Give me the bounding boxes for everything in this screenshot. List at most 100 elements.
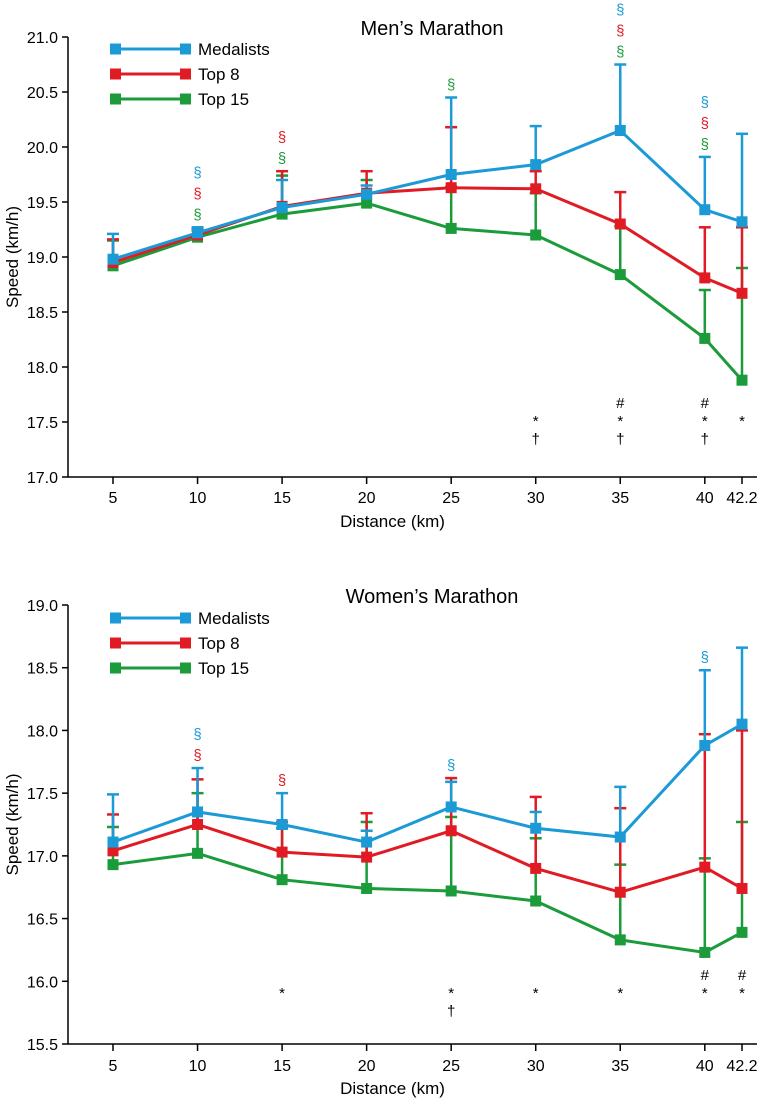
x-tick-label: 42.2 [726,1058,757,1075]
chart-title: Men’s Marathon [360,18,503,40]
chart-title: Women’s Marathon [346,586,519,608]
y-tick-label: 21.0 [27,30,58,47]
data-point [699,946,711,958]
section-mark: § [278,150,286,167]
x-tick-label: 40 [696,490,714,507]
data-point [614,269,626,281]
x-tick-label: 35 [611,490,629,507]
legend-item: Medalists [110,40,270,59]
y-tick-label: 18.5 [27,305,58,322]
section-mark: § [193,164,201,181]
x-axis-title: Distance (km) [340,1079,445,1098]
x-tick-label: 30 [527,490,545,507]
series-top-15 [107,847,748,958]
section-mark: § [701,94,709,111]
series-top-15-errorbars [107,174,748,381]
series-line [112,822,743,894]
y-tick-label: 18.0 [27,723,58,740]
legend-marker [110,662,121,674]
x-tick-label: 10 [189,1058,207,1075]
y-tick-label: 17.0 [27,470,58,487]
legend-label: Top 15 [198,90,249,109]
significance-mark: # [701,395,710,412]
data-point [530,229,542,241]
series-medalists [107,125,748,265]
y-tick-label: 16.0 [27,974,58,991]
data-point [614,218,626,230]
y-tick-label: 15.5 [27,1037,58,1054]
significance-mark: * [448,985,454,1002]
data-point [192,819,204,830]
legend-item: Top 15 [110,659,249,678]
y-tick-label: 20.5 [27,85,58,102]
significance-mark: * [533,985,539,1002]
section-mark: § [447,77,455,94]
data-point [361,851,373,863]
series-top-8-errorbars [107,125,748,294]
section-mark: § [193,726,201,743]
data-point [699,204,711,216]
data-point [276,874,288,886]
data-point [192,847,204,859]
significance-mark-group: #* [738,967,747,1002]
section-mark: § [193,185,201,202]
significance-mark: † [701,431,709,448]
x-tick-label: 35 [611,1058,629,1075]
data-point [361,188,373,200]
x-tick-label: 20 [358,1058,376,1075]
y-axis-title: Speed (km/h) [3,206,22,308]
series-top-8 [107,182,748,299]
significance-mark: † [532,431,540,448]
data-point [736,374,748,386]
series-medalists [107,718,748,848]
x-tick-label: 20 [358,490,376,507]
x-tick-label: 40 [696,1058,714,1075]
legend-label: Top 15 [198,659,249,678]
data-point [699,739,711,751]
x-tick-label: 15 [273,490,291,507]
legend-marker [110,93,121,105]
significance-mark: * [279,985,285,1002]
y-tick-label: 16.5 [27,912,58,929]
series-top-8 [107,819,748,898]
significance-mark-group: * [279,985,285,1002]
data-point [445,169,457,180]
legend-item: Medalists [110,609,270,628]
data-point [736,882,748,894]
data-point [276,208,288,220]
data-point [736,287,748,299]
legend-marker [110,68,121,80]
x-tick-label: 42.2 [726,490,757,507]
y-tick-label: 19.0 [27,598,58,615]
section-mark: § [616,2,624,19]
legend: Medalists Top 8 Top 15 [110,609,270,678]
section-mark: § [701,136,709,153]
legend-label: Medalists [198,609,270,628]
significance-mark-group: #*† [616,395,625,448]
section-mark-group: § § § [701,94,709,153]
section-mark: § [616,23,624,40]
significance-mark-group: * [617,985,623,1002]
data-point [530,822,542,834]
data-point [276,819,288,830]
data-point [276,202,288,213]
section-mark: § [616,44,624,61]
data-point [361,197,373,209]
chart-2: Women’s Marathon 15.5 16.0 16.5 17.0 17.5 18.0… [3,586,758,1098]
x-tick-label: 10 [189,490,207,507]
section-mark: § [193,747,201,764]
y-tick-label: 19.0 [27,250,58,267]
legend-label: Medalists [198,40,270,59]
data-point [614,125,626,136]
legend-item: Top 15 [110,90,249,109]
data-point [699,272,711,284]
data-point [530,159,542,171]
section-mark-group: §§ [278,129,286,167]
data-point [192,227,204,239]
x-tick-label: 25 [442,490,460,507]
legend-marker [180,662,191,674]
legend-marker [180,93,191,105]
section-mark: § [278,129,286,146]
section-mark-group: §§ [193,726,201,764]
